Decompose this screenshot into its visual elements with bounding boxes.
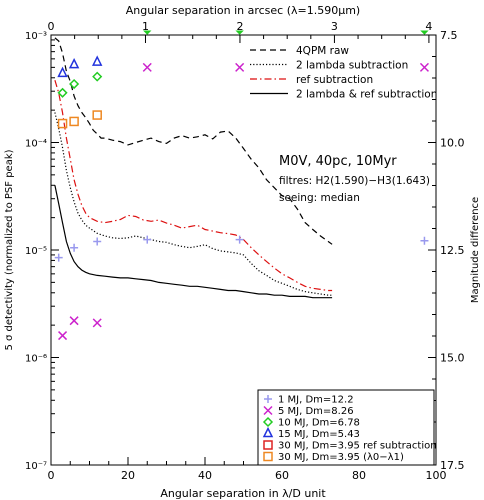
- y2-tick-label: 10.0: [440, 137, 465, 150]
- x2-axis-label: Angular separation in arcsec (λ=1.590μm): [126, 4, 360, 17]
- y-tick-label: 10⁻⁶: [25, 354, 47, 365]
- marker-plus-1-3: [93, 237, 102, 246]
- y2-tick-label: 15.0: [440, 352, 465, 365]
- legend-marker-label: 1 MJ, Dm=12.2: [278, 395, 354, 406]
- marker-square-6-3: [92, 110, 102, 120]
- legend-marker-label: 5 MJ, Dm=8.26: [278, 406, 354, 417]
- series-line-2: [54, 112, 333, 296]
- y-tick-label: 10⁻⁷: [25, 461, 47, 472]
- x-tick-label: 100: [426, 469, 447, 482]
- x2-tick-label: 2: [236, 20, 243, 33]
- legend-line-label: 4QPM raw: [296, 45, 349, 57]
- legend-marker-swatch: [263, 405, 273, 416]
- y-tick-label: 10⁻⁵: [25, 246, 47, 257]
- marker-triangle-4-2: [68, 57, 80, 69]
- x-tick-label: 20: [121, 469, 135, 482]
- series-line-3: [54, 80, 333, 292]
- x2-tick-label: 0: [48, 20, 55, 33]
- y-tick-label: 10⁻⁴: [25, 139, 47, 150]
- y2-tick-label: 17.5: [440, 459, 465, 472]
- legend-line-label: 2 lambda & ref subtraction: [296, 89, 437, 101]
- marker-diamond-3-2: [69, 78, 80, 90]
- marker-cross-2-6: [419, 62, 429, 72]
- marker-cross-2-4: [142, 62, 152, 72]
- legend-line-label: 2 lambda subtraction: [296, 60, 408, 72]
- x-tick-label: 40: [198, 469, 212, 482]
- legend-marker-swatch: [263, 440, 273, 450]
- marker-diamond-3-1: [57, 87, 68, 98]
- marker-plus-1-2: [70, 243, 79, 252]
- legend-marker-label: 10 MJ, Dm=6.78: [278, 418, 360, 429]
- legend-marker-label: 30 MJ, Dm=3.95 (λ0−λ1): [278, 452, 404, 463]
- legend-marker-label: 15 MJ, Dm=5.43: [278, 429, 360, 440]
- offscale-marker-3: [420, 30, 429, 35]
- legend-marker-swatch: [262, 416, 274, 428]
- marker-diamond-3-3: [92, 71, 103, 82]
- marker-cross-2-3: [92, 318, 102, 328]
- line-legend: 4QPM raw 2 lambda subtraction ref subtract…: [250, 45, 437, 101]
- legend-marker-swatch: [262, 426, 274, 438]
- y2-tick-label: 12.5: [440, 244, 465, 257]
- marker-plus-1-1: [54, 253, 63, 262]
- marker-square-6-1: [57, 118, 68, 129]
- info-text-line2: filtres: H2(1.590)−H3(1.643): [279, 175, 430, 187]
- marker-plus-1-5: [235, 235, 244, 244]
- marker-square-6-2: [69, 116, 79, 127]
- series-layer: [54, 37, 333, 299]
- legend-line-label: ref subtraction: [296, 74, 373, 86]
- legend-marker-label: 30 MJ, Dm=3.95 ref subtraction: [278, 441, 437, 452]
- x-tick-label: 60: [275, 469, 289, 482]
- marker-plus-1-6: [420, 236, 429, 245]
- x2-tick-label: 1: [142, 20, 149, 33]
- x-axis-label: Angular separation in λ/D unit: [160, 487, 326, 500]
- x-tick-label: 0: [48, 469, 55, 482]
- marker-cross-2-2: [69, 316, 79, 326]
- marker-triangle-4-3: [91, 55, 103, 66]
- marker-plus-1-4: [143, 235, 152, 244]
- marker-layer: [54, 30, 429, 341]
- y-axis-label: 5 σ detectivity (normalized to PSF peak): [4, 149, 15, 350]
- marker-cross-2-1: [58, 331, 68, 341]
- offscale-marker-2: [235, 30, 244, 35]
- y-tick-label: 10⁻³: [25, 31, 47, 42]
- marker-triangle-4-1: [57, 66, 68, 78]
- x-tick-label: 80: [352, 469, 366, 482]
- series-line-1: [54, 37, 333, 245]
- x2-tick-label: 4: [425, 20, 432, 33]
- x2-tick-label: 3: [331, 20, 338, 33]
- y2-axis-label: Magnitude difference: [470, 197, 481, 303]
- y2-tick-label: 7.5: [440, 29, 458, 42]
- offscale-marker-1: [143, 30, 152, 35]
- info-text-line1: M0V, 40pc, 10Myr: [279, 154, 397, 169]
- marker-cross-2-5: [235, 62, 245, 72]
- legend-marker-swatch: [264, 395, 272, 403]
- legend-marker-swatch: [263, 451, 273, 462]
- info-text-line3: seeing: median: [279, 192, 360, 204]
- series-line-4: [54, 185, 333, 299]
- marker-legend-box: [257, 389, 435, 466]
- ticks-layer: 0 20 40 60 80 100 0 1 2 3 4 10⁻⁷ 10⁻⁶ 10⁻⁵ 10⁻⁴ 10⁻³ 7.5…: [25, 20, 465, 482]
